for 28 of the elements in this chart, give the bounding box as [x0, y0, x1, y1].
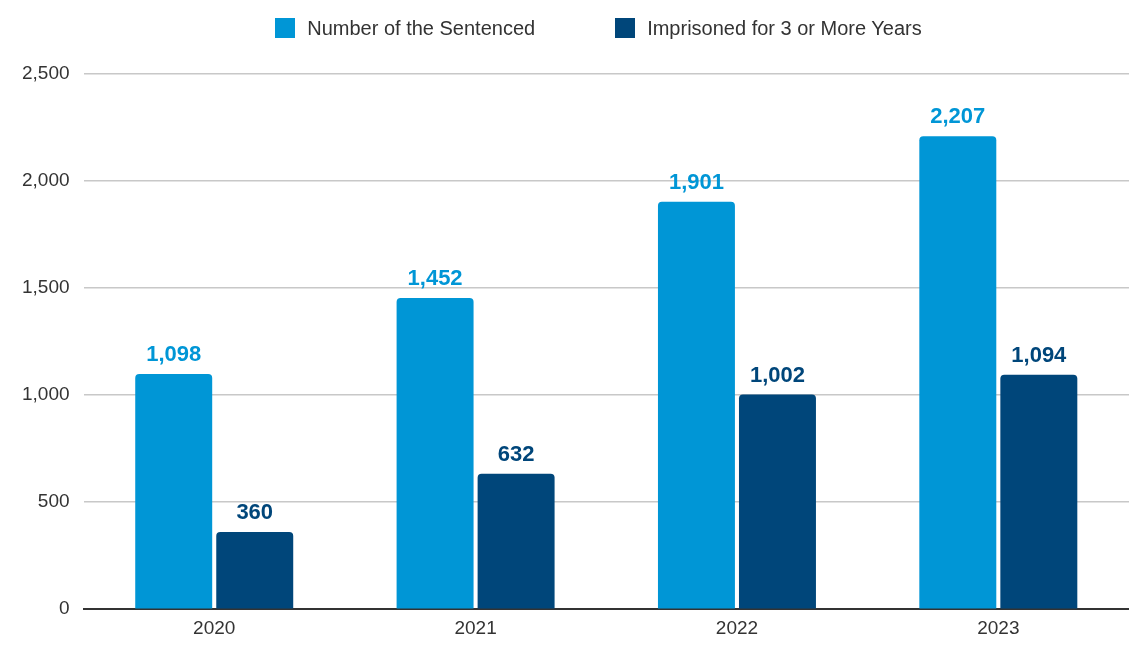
data-label: 2,207 [930, 103, 986, 129]
data-label: 1,094 [1011, 341, 1068, 367]
bar [738, 394, 816, 609]
y-tick-label: 500 [37, 490, 70, 512]
x-tick-label: 2020 [193, 616, 236, 638]
x-tick-label: 2023 [977, 616, 1020, 638]
data-label: 360 [236, 499, 274, 525]
data-label: 1,002 [749, 361, 805, 387]
bar [1000, 374, 1078, 609]
legend-label: Number of the Sentenced [307, 16, 536, 40]
bar [657, 201, 735, 609]
bar [135, 373, 213, 609]
data-label: 1,901 [668, 168, 724, 194]
y-tick-label: 2,000 [22, 168, 70, 190]
y-tick-label: 2,500 [22, 61, 70, 83]
data-label: 632 [497, 440, 535, 466]
bar [919, 136, 997, 609]
x-tick-label: 2021 [454, 616, 497, 638]
y-tick-label: 1,000 [22, 383, 70, 405]
bar [477, 473, 555, 609]
bar [396, 298, 474, 609]
data-label: 1,452 [407, 265, 463, 291]
x-tick-label: 2022 [715, 616, 759, 638]
data-label: 1,098 [146, 340, 202, 366]
y-tick-label: 0 [58, 597, 70, 619]
y-tick-label: 1,500 [22, 275, 70, 297]
bar [216, 532, 294, 609]
legend-label: Imprisoned for 3 or More Years [647, 16, 922, 40]
